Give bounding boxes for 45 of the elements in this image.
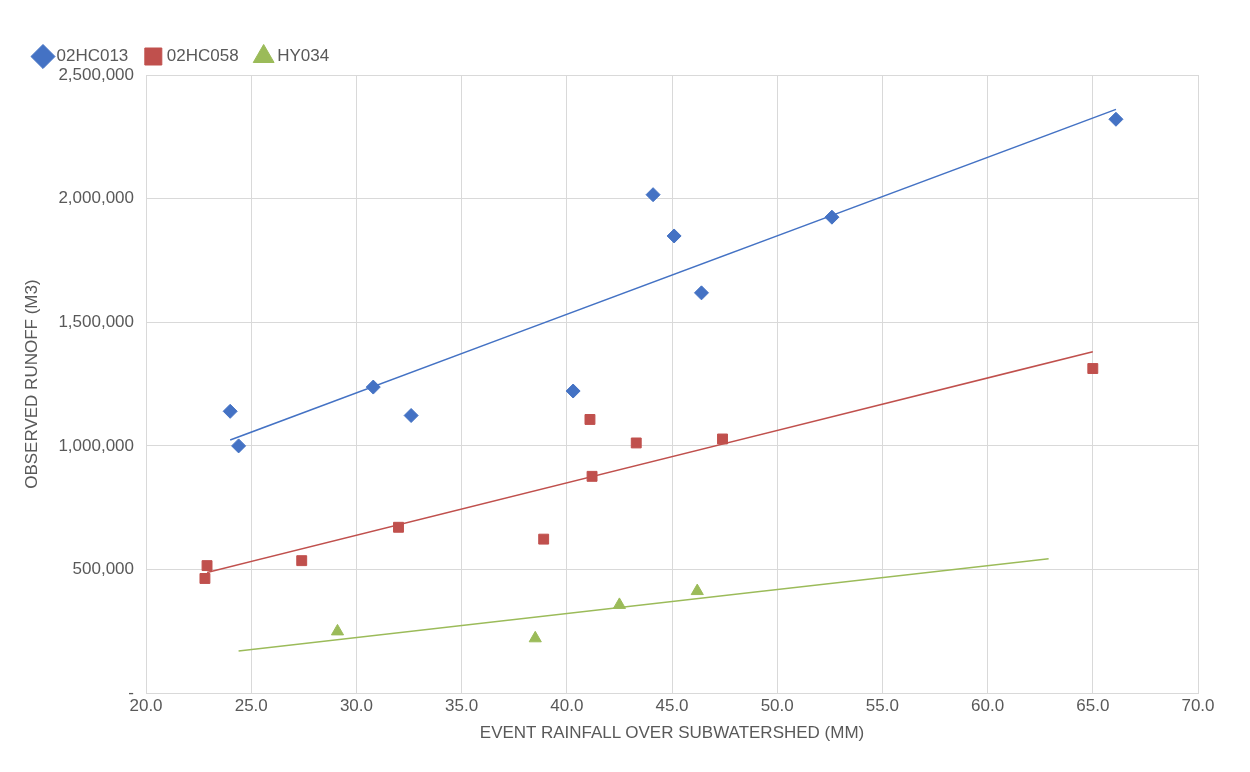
x-tick-label: 25.0 bbox=[234, 696, 268, 716]
point bbox=[630, 437, 642, 449]
legend-label: HY034 bbox=[277, 46, 330, 66]
point bbox=[201, 560, 213, 572]
x-tick-label: 65.0 bbox=[1076, 696, 1110, 716]
point bbox=[584, 414, 596, 425]
x-tick-label: 20.0 bbox=[129, 696, 163, 716]
point bbox=[1087, 363, 1099, 374]
point bbox=[528, 630, 542, 643]
x-tick-label: 45.0 bbox=[655, 696, 689, 716]
point bbox=[330, 623, 345, 636]
point bbox=[565, 383, 581, 399]
x-tick-label: 35.0 bbox=[445, 696, 479, 716]
x-tick-label: 50.0 bbox=[760, 696, 794, 716]
y-tick-label: 1,500,000 bbox=[58, 311, 135, 331]
point bbox=[666, 228, 682, 244]
y-tick-label: 1,000,000 bbox=[58, 435, 135, 455]
y-tick-label: 2,500,000 bbox=[58, 64, 135, 84]
point bbox=[365, 379, 381, 395]
point bbox=[538, 533, 550, 545]
point bbox=[690, 583, 704, 596]
point bbox=[693, 285, 709, 301]
point bbox=[222, 403, 238, 419]
point bbox=[717, 433, 728, 445]
point bbox=[1108, 111, 1124, 127]
x-tick-label: 30.0 bbox=[339, 696, 373, 716]
point bbox=[612, 597, 626, 609]
point bbox=[296, 555, 308, 567]
legend-label: 02HC058 bbox=[166, 46, 239, 66]
point bbox=[403, 408, 419, 424]
point bbox=[199, 573, 211, 584]
y-tick-label: 500,000 bbox=[72, 559, 135, 579]
point bbox=[586, 470, 598, 482]
point bbox=[231, 438, 247, 454]
y-axis-title: OBSERVED RUNOFF (M3) bbox=[21, 279, 41, 489]
legend-label: 02HC013 bbox=[56, 46, 129, 66]
point bbox=[645, 187, 661, 203]
x-axis-title: EVENT RAINFALL OVER SUBWATERSHED (MM) bbox=[479, 723, 865, 743]
x-tick-label: 40.0 bbox=[550, 696, 584, 716]
y-tick-label: 2,000,000 bbox=[58, 188, 135, 208]
point bbox=[393, 521, 404, 533]
x-tick-label: 55.0 bbox=[865, 696, 899, 716]
x-tick-label: 60.0 bbox=[971, 696, 1005, 716]
x-tick-label: 70.0 bbox=[1181, 696, 1215, 716]
point bbox=[824, 209, 840, 225]
